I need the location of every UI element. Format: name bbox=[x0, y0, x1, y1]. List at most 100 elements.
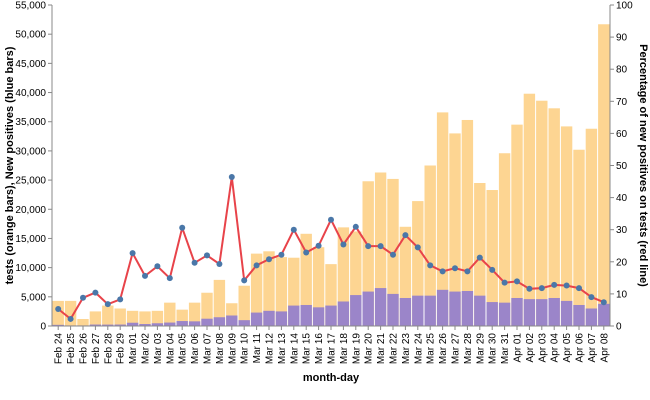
y-axis-right-title: Percentage of new positives on tests (re… bbox=[637, 44, 649, 287]
tests-bar bbox=[337, 227, 350, 326]
percentage-point bbox=[489, 266, 496, 273]
tests-bar bbox=[275, 257, 288, 326]
x-tick-label: Mar 06 bbox=[190, 333, 201, 365]
tests-bar bbox=[598, 24, 610, 326]
y-left-tick-label: 25,000 bbox=[15, 176, 46, 187]
percentage-point bbox=[588, 294, 595, 301]
percentage-point bbox=[576, 285, 582, 292]
positives-bar bbox=[139, 324, 151, 326]
tests-bar bbox=[474, 183, 486, 326]
y-right-tick-label: 10 bbox=[616, 289, 628, 300]
x-tick-label: Mar 15 bbox=[302, 333, 313, 365]
y-left-tick-label: 45,000 bbox=[15, 59, 46, 70]
tests-bar bbox=[288, 257, 300, 326]
tests-bar bbox=[548, 108, 560, 326]
percentage-point bbox=[216, 261, 223, 268]
positives-bar bbox=[275, 311, 288, 326]
positives-bar bbox=[560, 300, 573, 326]
y-left-tick-label: 35,000 bbox=[15, 117, 46, 128]
percentage-point bbox=[315, 242, 322, 249]
x-tick-label: Mar 03 bbox=[153, 333, 164, 365]
percentage-point bbox=[464, 268, 471, 275]
percentage-point bbox=[67, 315, 74, 322]
y-right-tick-label: 80 bbox=[616, 65, 628, 76]
tests-bar bbox=[412, 201, 424, 326]
x-tick-label: Apr 06 bbox=[575, 333, 586, 363]
percentage-point bbox=[365, 243, 372, 250]
percentage-point bbox=[501, 279, 508, 286]
positives-bar bbox=[412, 295, 424, 326]
x-tick-label: Apr 03 bbox=[537, 333, 548, 363]
positives-bar bbox=[288, 305, 300, 326]
tests-bar bbox=[486, 190, 498, 326]
positives-bar bbox=[300, 304, 312, 326]
tests-bar bbox=[585, 128, 598, 326]
x-tick-label: Mar 08 bbox=[215, 333, 226, 365]
tests-bar bbox=[213, 279, 226, 326]
x-tick-label: Mar 30 bbox=[488, 333, 499, 365]
x-tick-label: Mar 23 bbox=[401, 333, 412, 365]
positives-bar bbox=[250, 312, 263, 326]
positives-bar bbox=[263, 310, 275, 326]
positives-bar bbox=[52, 324, 64, 326]
percentage-point bbox=[402, 232, 409, 239]
percentage-point bbox=[352, 223, 359, 230]
y-right-tick-label: 50 bbox=[616, 161, 628, 172]
positives-bar bbox=[312, 307, 325, 326]
y-left-tick-label: 50,000 bbox=[15, 30, 46, 41]
tests-bar bbox=[362, 181, 374, 326]
x-tick-label: Apr 07 bbox=[587, 333, 598, 363]
x-tick-label: Mar 11 bbox=[252, 333, 263, 364]
x-tick-label: Mar 02 bbox=[141, 333, 152, 365]
y-right-tick-label: 60 bbox=[616, 129, 628, 140]
percentage-point bbox=[551, 281, 558, 288]
tests-bar bbox=[201, 292, 213, 326]
tests-bar bbox=[523, 93, 536, 326]
percentage-line-layer bbox=[55, 174, 607, 322]
x-tick-label: Feb 29 bbox=[116, 333, 127, 365]
percentage-point bbox=[55, 305, 62, 312]
tests-bar bbox=[164, 302, 176, 326]
tests-bar bbox=[536, 100, 548, 326]
x-tick-label: Mar 31 bbox=[500, 333, 511, 365]
percentage-point bbox=[179, 224, 186, 231]
percentage-point bbox=[290, 226, 297, 233]
percentage-point bbox=[266, 256, 272, 263]
x-tick-label: Mar 07 bbox=[203, 333, 214, 365]
x-tick-label: Mar 01 bbox=[128, 333, 139, 365]
x-tick-label: Mar 19 bbox=[351, 333, 362, 365]
x-tick-label: Apr 01 bbox=[513, 333, 524, 363]
x-tick-label: Feb 28 bbox=[103, 333, 114, 365]
tests-bar bbox=[176, 309, 188, 326]
positives-bar bbox=[387, 293, 399, 326]
tests-bars bbox=[52, 24, 610, 327]
positives-bar bbox=[449, 291, 461, 326]
percentage-point bbox=[228, 174, 235, 181]
x-tick-label: Mar 13 bbox=[277, 333, 288, 365]
percentage-point bbox=[600, 299, 607, 306]
x-tick-label: Feb 26 bbox=[79, 333, 90, 365]
positives-bar bbox=[114, 324, 126, 326]
positives-bar bbox=[188, 321, 201, 326]
tests-bar bbox=[89, 311, 102, 326]
y-right-tick-label: 30 bbox=[616, 225, 628, 236]
y-right-tick-label: 0 bbox=[616, 322, 622, 333]
tests-bar bbox=[573, 149, 585, 326]
x-tick-label: Feb 25 bbox=[66, 333, 77, 365]
percentage-point bbox=[390, 251, 396, 258]
tests-bar bbox=[263, 251, 275, 326]
y-left-tick-label: 20,000 bbox=[15, 205, 46, 216]
x-tick-label: Apr 04 bbox=[550, 333, 561, 363]
x-tick-label: Mar 04 bbox=[165, 333, 176, 365]
tests-bar bbox=[325, 264, 337, 326]
percentage-point bbox=[191, 259, 198, 266]
tests-bar bbox=[350, 231, 362, 326]
tests-bar bbox=[449, 133, 461, 326]
y-left-tick-label: 55,000 bbox=[15, 1, 46, 12]
y-left-tick-label: 5,000 bbox=[21, 292, 46, 303]
positives-bar bbox=[350, 295, 362, 326]
x-tick-label: Mar 29 bbox=[475, 333, 486, 365]
y-left-tick-label: 0 bbox=[40, 322, 46, 333]
tests-bar bbox=[114, 308, 126, 326]
tests-bar bbox=[188, 302, 201, 326]
